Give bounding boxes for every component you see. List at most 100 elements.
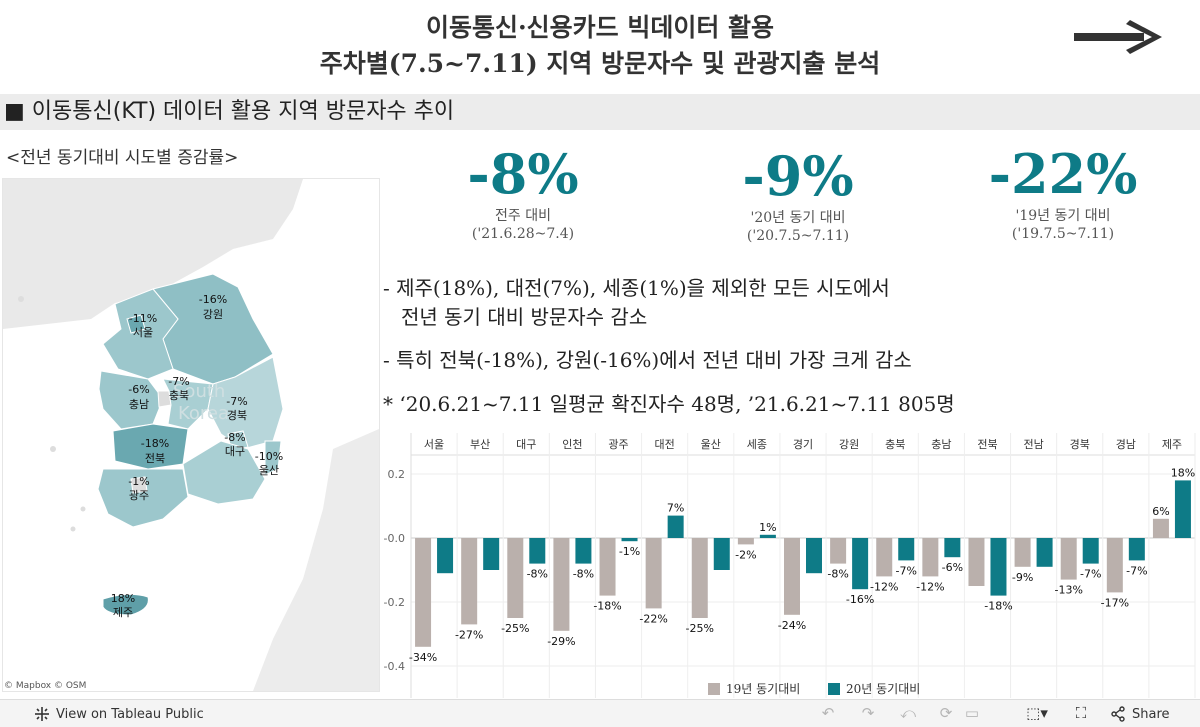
legend-swatch-2020	[828, 682, 840, 695]
data-label: 1%	[759, 521, 776, 534]
bar-2020[interactable]	[575, 538, 592, 564]
bar-2019[interactable]	[830, 538, 847, 564]
pause-icon[interactable]: ▭	[964, 704, 980, 722]
bar-2020[interactable]	[1036, 538, 1053, 567]
kpi-2019: -22% '19년 동기 대비 ('19.7.5~7.11)	[943, 145, 1183, 243]
data-label: -9%	[1012, 571, 1033, 584]
map-label-seoul: 서울	[133, 326, 153, 339]
undo-icon[interactable]: ↶	[821, 704, 835, 722]
bar-2020[interactable]	[529, 538, 546, 564]
category-label: 대구	[516, 438, 536, 451]
bar-2020[interactable]	[1128, 538, 1145, 561]
view-on-tableau-link[interactable]: View on Tableau Public	[34, 706, 204, 722]
data-label: -18%	[593, 600, 621, 613]
bar-2020[interactable]	[713, 538, 730, 570]
category-label: 경기	[793, 438, 813, 451]
bar-2019[interactable]	[968, 538, 985, 586]
share-label: Share	[1132, 706, 1170, 722]
bar-2019[interactable]	[507, 538, 524, 618]
data-label: -24%	[778, 619, 806, 632]
bar-2020[interactable]	[1082, 538, 1099, 564]
data-label: -1%	[619, 545, 640, 558]
y-tick-label: -0.4	[384, 660, 405, 673]
tableau-logo-icon	[35, 707, 49, 721]
bullet-2: - 특히 전북(-18%), 강원(-16%)에서 전년 대비 가장 크게 감소	[383, 348, 912, 372]
category-label: 울산	[701, 438, 721, 451]
map-label-jeju-pct: 18%	[111, 592, 135, 605]
bar-2020[interactable]	[483, 538, 500, 570]
data-label: -29%	[547, 635, 575, 648]
map-label-chungbuk-pct: -7%	[168, 375, 189, 388]
category-label: 전남	[1023, 438, 1043, 451]
map-attribution[interactable]: © Mapbox © OSM	[4, 681, 87, 691]
download-icon[interactable]: ⬚▾	[1026, 704, 1048, 722]
bar-2019[interactable]	[691, 538, 708, 618]
bar-2020[interactable]	[852, 538, 869, 590]
y-tick-label: -0.0	[384, 532, 405, 545]
bar-2020[interactable]	[898, 538, 915, 561]
kpi-2019-label: '19년 동기 대비	[1015, 208, 1111, 224]
data-label: -13%	[1054, 584, 1082, 597]
bar-2019[interactable]	[553, 538, 570, 631]
section-header-bar	[0, 94, 1200, 130]
kpi-2020-value: -9%	[742, 144, 854, 208]
bar-2020[interactable]	[621, 538, 638, 542]
legend-item-2019[interactable]: 19년 동기대비	[708, 680, 800, 697]
category-label: 경북	[1070, 438, 1090, 451]
category-label: 부산	[470, 438, 490, 451]
category-label: 세종	[747, 438, 767, 451]
bar-2020[interactable]	[806, 538, 822, 574]
title-line-2: 주차별(7.5~7.11) 지역 방문자수 및 관광지출 분석	[319, 49, 881, 78]
map-label-ulsan: 울산	[259, 464, 279, 477]
map-label-jeju: 제주	[113, 606, 133, 619]
bar-2019[interactable]	[415, 538, 432, 647]
data-label: 6%	[1152, 505, 1169, 518]
bar-2019[interactable]	[1060, 538, 1077, 580]
bar-2020[interactable]	[667, 515, 684, 538]
fullscreen-icon[interactable]: ⛶	[1075, 704, 1087, 722]
bar-2019[interactable]	[461, 538, 478, 625]
bar-2020[interactable]	[944, 538, 961, 558]
redo-icon[interactable]: ↷	[861, 704, 875, 722]
region-gwangju	[130, 476, 148, 494]
kpi-week: -8% 전주 대비 ('21.6.28~7.4)	[403, 145, 643, 243]
map-label-gwangju-pct: -1%	[128, 475, 149, 488]
bar-2019[interactable]	[1106, 538, 1123, 593]
korea-map-svg: South Korea -16% 강원 -11% 서울 -6% 충남 -7% 충…	[3, 179, 379, 691]
y-tick-label: 0.2	[388, 468, 406, 481]
bar-2019[interactable]	[922, 538, 939, 577]
data-label: 7%	[667, 502, 684, 515]
bar-2020[interactable]	[990, 538, 1007, 596]
data-label: -8%	[573, 568, 594, 581]
bar-chart[interactable]: 0.2 -0.0 -0.2 -0.4 서울 -34% 부산 -27% 대구 -25% -8% 인천 -2…	[383, 433, 1198, 698]
share-button[interactable]: Share	[1110, 706, 1170, 722]
bar-2019[interactable]	[1152, 518, 1169, 538]
next-arrow-icon[interactable]	[1072, 18, 1164, 58]
bar-2019[interactable]	[645, 538, 662, 609]
bar-2020[interactable]	[759, 534, 776, 538]
bar-2020[interactable]	[437, 538, 454, 574]
map-label-gyeongbuk-pct: -7%	[226, 395, 247, 408]
bar-2019[interactable]	[599, 538, 616, 596]
share-icon	[1111, 706, 1125, 722]
kpi-week-label: 전주 대비	[495, 208, 551, 224]
bar-2019[interactable]	[1014, 538, 1031, 567]
refresh-icon[interactable]: ⟳	[939, 704, 953, 722]
map-subtitle: <전년 동기대비 시도별 증감률>	[6, 148, 239, 168]
map-label-chungnam: 충남	[129, 398, 149, 411]
revert-icon[interactable]: ⤺	[899, 704, 917, 722]
data-label: -25%	[686, 622, 714, 635]
category-label: 서울	[424, 438, 444, 451]
region-ulsan	[264, 440, 282, 476]
data-label: -7%	[1126, 564, 1147, 577]
legend-label-2020: 20년 동기대비	[846, 682, 921, 696]
bar-2020[interactable]	[1174, 480, 1191, 538]
korea-map[interactable]: South Korea -16% 강원 -11% 서울 -6% 충남 -7% 충…	[2, 178, 380, 692]
data-label: -12%	[916, 580, 944, 593]
data-label: -2%	[735, 548, 756, 561]
legend-item-2020[interactable]: 20년 동기대비	[828, 680, 920, 697]
bar-2019[interactable]	[876, 538, 893, 577]
bar-2019[interactable]	[737, 538, 754, 545]
kpi-2019-period: ('19.7.5~7.11)	[1011, 226, 1115, 242]
bar-2019[interactable]	[784, 538, 800, 615]
